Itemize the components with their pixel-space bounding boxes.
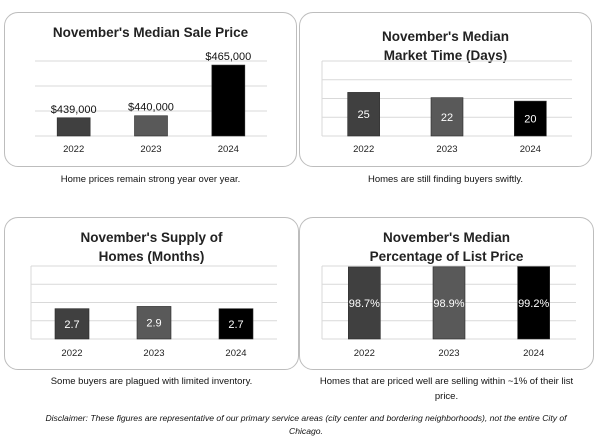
bar-2023: [134, 115, 168, 137]
chart-title: November's Median Market Time (Days): [382, 29, 509, 63]
chart-panel-list-price: November's Median Percentage of List Pri…: [299, 217, 594, 370]
category-label-2023: 2023: [436, 144, 457, 155]
data-label-2024: $465,000: [205, 51, 251, 63]
category-label-2024: 2024: [225, 348, 246, 359]
data-label-2024: 2.7: [228, 319, 243, 331]
supply-chart: 2.7 2022 2.9 2023 2.7 2024: [30, 265, 277, 359]
bar-2024: [211, 64, 246, 137]
category-label-2023: 2023: [140, 144, 161, 155]
bar-2022: [348, 266, 381, 340]
category-label-2024: 2024: [218, 144, 239, 155]
data-label-2022: $439,000: [51, 104, 97, 116]
data-label-2022: 2.7: [64, 319, 79, 331]
data-label-2022: 25: [358, 109, 370, 121]
sale-price-chart: $439,000 2022 $440,000 2023 $465,000 2024: [35, 51, 267, 155]
bar-2023: [432, 266, 466, 340]
chart-panel-sale-price: November's Median Sale Price $439,000 202…: [4, 12, 297, 167]
bar-2022: [56, 117, 91, 137]
category-label-2024: 2024: [520, 144, 541, 155]
data-label-2023: $440,000: [128, 102, 174, 114]
caption-market-time: Homes are still finding buyers swiftly.: [367, 174, 524, 185]
bar-2024: [517, 266, 550, 340]
category-label-2022: 2022: [354, 348, 375, 359]
category-label-2022: 2022: [61, 348, 82, 359]
bar-2023: [136, 306, 172, 340]
data-label-2023: 2.9: [146, 318, 161, 330]
chart-title: November's Supply of Homes (Months): [80, 230, 223, 264]
market-time-chart: 25 2022 22 2023 20 2024: [321, 60, 572, 155]
category-label-2023: 2023: [438, 348, 459, 359]
chart-panel-market-time: November's Median Market Time (Days) 25 2…: [299, 12, 592, 167]
caption-sale-price: Home prices remain strong year over year…: [60, 174, 241, 185]
data-label-2023: 98.9%: [433, 298, 464, 310]
bar-2022: [347, 92, 380, 137]
bar-2024: [218, 308, 254, 340]
disclaimer: Disclaimer: These figures are representa…: [45, 413, 567, 436]
chart-title: November's Median Percentage of List Pri…: [369, 230, 524, 264]
caption-supply: Some buyers are plagued with limited inv…: [50, 376, 253, 387]
data-label-2023: 22: [441, 112, 453, 124]
caption-list-price: Homes that are priced well are selling w…: [319, 376, 574, 402]
data-label-2024: 99.2%: [518, 298, 549, 310]
bar-2023: [430, 97, 464, 137]
bar-2022: [54, 308, 90, 340]
chart-title: November's Median Sale Price: [52, 25, 249, 40]
bar-2024: [514, 100, 547, 137]
data-label-2024: 20: [524, 114, 536, 126]
category-label-2022: 2022: [353, 144, 374, 155]
chart-panel-supply: November's Supply of Homes (Months) 2.7 2…: [4, 217, 299, 370]
category-label-2023: 2023: [143, 348, 164, 359]
data-label-2022: 98.7%: [349, 298, 380, 310]
category-label-2024: 2024: [523, 348, 544, 359]
list-price-chart: 98.7% 2022 98.9% 2023 99.2% 2024: [321, 265, 576, 359]
category-label-2022: 2022: [63, 144, 84, 155]
